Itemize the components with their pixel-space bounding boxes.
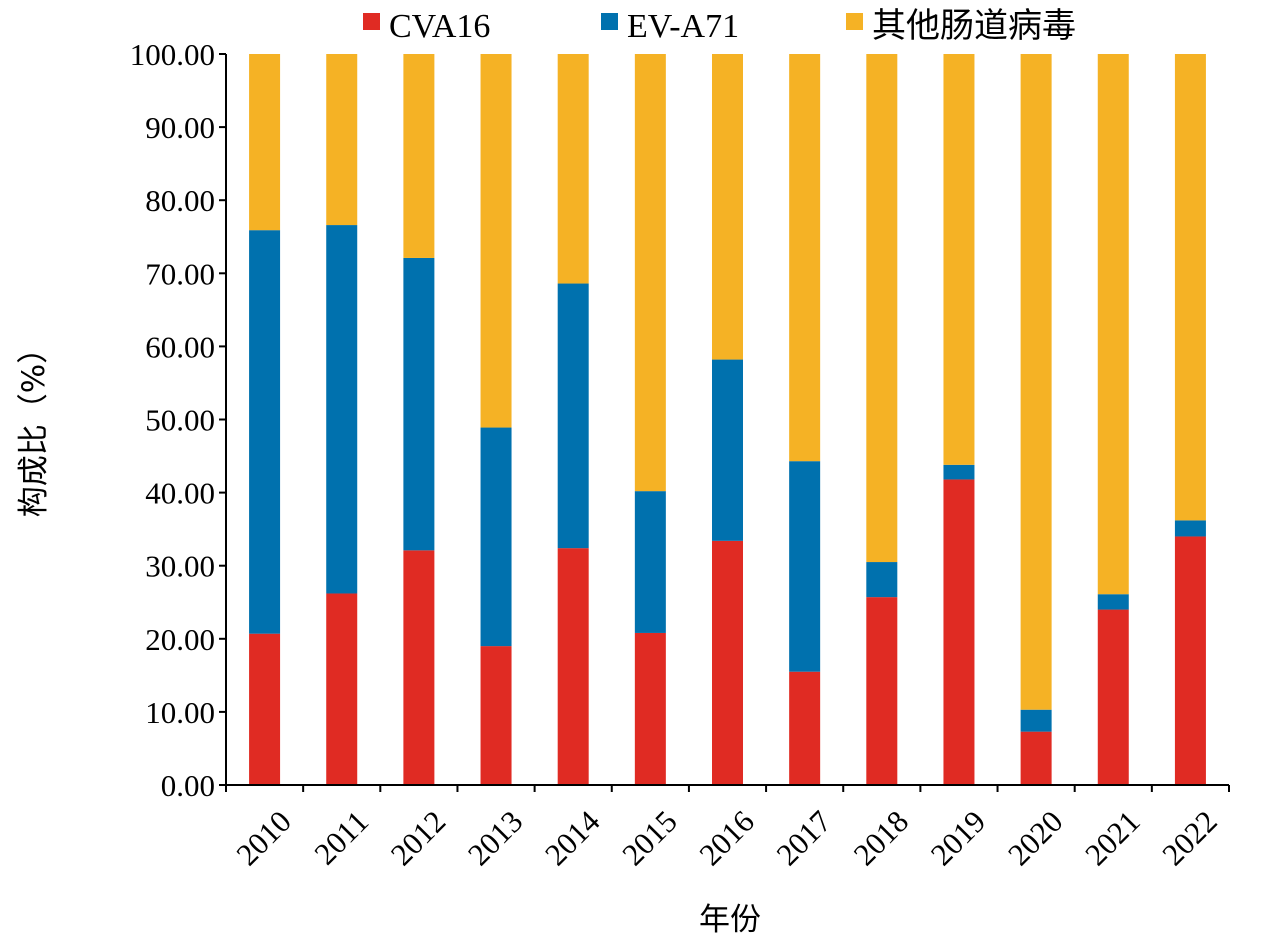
bar-2020-EV-A71 — [1020, 709, 1052, 732]
x-axis-title: 年份 — [699, 902, 761, 938]
y-tick-label: 20.00 — [145, 622, 215, 657]
bar-2022-CVA16 — [1174, 536, 1206, 785]
y-tick-label: 80.00 — [145, 183, 215, 218]
bar-2010-CVA16 — [249, 633, 281, 785]
bar-2021-CVA16 — [1097, 609, 1129, 785]
x-tick-label: 2010 — [229, 804, 298, 873]
y-tick-label: 60.00 — [145, 329, 215, 364]
x-tick-label: 2011 — [307, 804, 375, 872]
bar-2020-其他肠道病毒 — [1020, 54, 1052, 710]
bar-2018-其他肠道病毒 — [866, 54, 898, 563]
x-tick-label: 2012 — [384, 804, 453, 873]
bar-2011-EV-A71 — [326, 225, 358, 594]
bar-2013-CVA16 — [480, 646, 512, 785]
x-tick-label: 2013 — [461, 804, 530, 873]
legend-swatch-其他肠道病毒 — [846, 13, 863, 30]
y-axis-title: 构成比（%） — [16, 333, 52, 517]
bar-2015-CVA16 — [634, 632, 666, 785]
legend-label: EV-A71 — [627, 8, 739, 45]
x-tick-label: 2015 — [615, 804, 684, 873]
bar-2019-其他肠道病毒 — [943, 54, 975, 465]
bar-2014-其他肠道病毒 — [557, 54, 589, 284]
bar-2022-EV-A71 — [1174, 520, 1206, 537]
legend-label: CVA16 — [389, 8, 490, 45]
bar-2011-CVA16 — [326, 593, 358, 785]
bar-2017-EV-A71 — [789, 461, 821, 672]
x-tick-label: 2014 — [538, 803, 607, 872]
bar-2012-EV-A71 — [403, 257, 435, 551]
y-tick-label: 40.00 — [145, 476, 215, 511]
bar-2018-EV-A71 — [866, 562, 898, 598]
bar-2014-CVA16 — [557, 548, 589, 785]
x-tick-label: 2021 — [1078, 804, 1147, 873]
bar-2015-其他肠道病毒 — [634, 54, 666, 492]
bar-2018-CVA16 — [866, 597, 898, 785]
y-tick-label: 30.00 — [145, 549, 215, 584]
x-tick-label: 2022 — [1155, 804, 1224, 873]
bar-2013-EV-A71 — [480, 427, 512, 647]
bar-2014-EV-A71 — [557, 283, 589, 549]
bar-2011-其他肠道病毒 — [326, 54, 358, 226]
bar-2017-CVA16 — [789, 671, 821, 785]
x-tick-label: 2017 — [769, 804, 838, 873]
y-tick-label: 90.00 — [145, 110, 215, 145]
y-tick-label: 0.00 — [161, 768, 215, 803]
y-tick-label: 50.00 — [145, 403, 215, 438]
x-tick-label: 2020 — [1001, 804, 1070, 873]
bar-2012-其他肠道病毒 — [403, 54, 435, 258]
y-tick-label: 10.00 — [145, 695, 215, 730]
x-tick-label: 2019 — [924, 804, 993, 873]
bar-2020-CVA16 — [1020, 731, 1052, 785]
y-tick-label: 100.00 — [130, 37, 215, 72]
bar-2010-其他肠道病毒 — [249, 54, 281, 231]
bar-2019-CVA16 — [943, 479, 975, 785]
bar-2021-其他肠道病毒 — [1097, 54, 1129, 595]
y-axis-ticks: 0.00 10.00 20.00 30.00 40.00 50.00 60.00 70.00 8… — [130, 37, 226, 803]
bar-2016-CVA16 — [712, 540, 743, 785]
axes — [225, 54, 1229, 786]
x-tick-label: 2016 — [692, 804, 761, 873]
legend: CVA16 EV-A71 其他肠道病毒 — [363, 7, 1076, 45]
bar-2013-其他肠道病毒 — [480, 54, 512, 428]
bar-2016-其他肠道病毒 — [712, 54, 743, 360]
bar-2016-EV-A71 — [712, 359, 743, 541]
bar-2015-EV-A71 — [634, 491, 666, 633]
bar-2022-其他肠道病毒 — [1174, 54, 1206, 521]
legend-swatch-CVA16 — [363, 13, 380, 30]
legend-label: 其他肠道病毒 — [872, 7, 1076, 45]
bar-2021-EV-A71 — [1097, 594, 1129, 610]
bar-2010-EV-A71 — [249, 230, 281, 634]
legend-swatch-EV-A71 — [601, 13, 618, 30]
bar-2019-EV-A71 — [943, 464, 975, 480]
y-tick-label: 70.00 — [145, 256, 215, 291]
bar-2012-CVA16 — [403, 550, 435, 785]
x-tick-label: 2018 — [847, 804, 916, 873]
bars — [249, 54, 1206, 785]
x-axis-ticks: 2010 2011 2012 2013 2014 2015 2016 2017 2018 2019… — [225, 785, 1230, 873]
bar-2017-其他肠道病毒 — [789, 54, 821, 462]
